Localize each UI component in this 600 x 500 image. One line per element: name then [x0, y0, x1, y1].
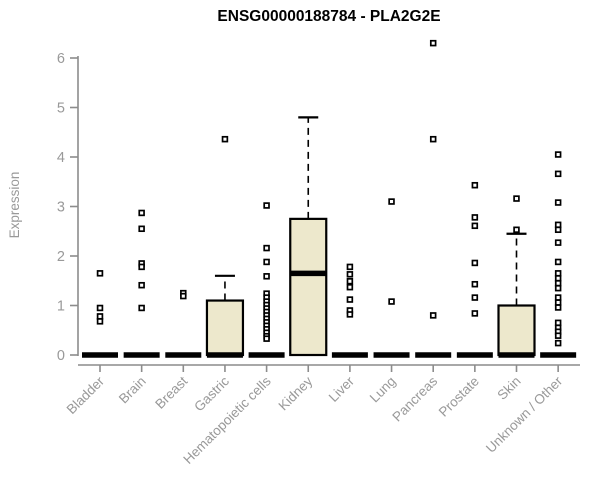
outlier-point — [554, 299, 562, 306]
outlier-point — [554, 332, 562, 339]
outlier-point — [96, 313, 104, 320]
x-tick-label: Brain — [116, 374, 149, 407]
outlier-point — [554, 339, 562, 347]
outlier-point — [429, 39, 437, 47]
box — [497, 304, 536, 357]
x-tick-label: Kidney — [276, 373, 316, 413]
outlier-point — [554, 294, 562, 301]
outlier-point — [263, 258, 270, 266]
outlier-point — [346, 263, 354, 271]
outlier-point — [346, 283, 354, 291]
outlier-point — [471, 214, 479, 221]
x-tick-label: Pancreas — [389, 373, 440, 424]
outlier-point — [554, 284, 562, 292]
x-tick-label: Prostate — [436, 374, 482, 420]
outlier-point — [554, 170, 562, 178]
outlier-point — [138, 304, 145, 312]
outlier-point — [554, 270, 562, 277]
outlier-point — [554, 319, 562, 327]
outlier-point — [388, 298, 395, 305]
outlier-point — [96, 318, 104, 325]
outlier-point — [554, 226, 562, 234]
y-tick-label: 2 — [57, 249, 65, 265]
outlier-point — [346, 296, 354, 303]
outlier-point — [554, 151, 562, 158]
outlier-point — [96, 304, 104, 312]
outlier-point — [263, 244, 270, 252]
outlier-point — [346, 277, 354, 285]
x-tick-label: Bladder — [64, 373, 108, 417]
outlier-point — [471, 222, 479, 230]
outlier-point — [138, 209, 145, 217]
outlier-point — [554, 279, 562, 287]
outlier-point — [554, 199, 562, 206]
x-tick-label: Lung — [367, 374, 399, 406]
x-tick-label: Gastric — [191, 373, 232, 414]
outlier-point — [388, 198, 395, 205]
outlier-point — [513, 226, 520, 234]
outlier-point — [554, 275, 562, 282]
outlier-point — [346, 311, 354, 318]
outlier-point — [471, 294, 479, 301]
outlier-point — [138, 281, 145, 289]
outlier-point — [554, 239, 562, 246]
outlier-point — [96, 270, 104, 277]
outlier-point — [221, 135, 229, 143]
outlier-point — [138, 225, 145, 233]
box — [205, 299, 245, 357]
y-tick-label: 1 — [57, 299, 65, 315]
chart-title: ENSG00000188784 - PLA2G2E — [217, 8, 441, 25]
outlier-point — [513, 195, 520, 202]
outlier-point — [180, 292, 187, 300]
y-tick-label: 5 — [57, 101, 65, 117]
outlier-point — [554, 221, 562, 229]
outlier-point — [554, 258, 562, 266]
x-tick-label: Unknown / Other — [483, 373, 566, 456]
x-tick-label: Breast — [152, 373, 190, 411]
outlier-point — [429, 135, 437, 143]
outlier-point — [263, 335, 270, 342]
outlier-point — [471, 310, 479, 317]
y-tick-label: 4 — [57, 150, 65, 166]
x-tick-label: Liver — [326, 373, 358, 405]
y-tick-label: 6 — [57, 51, 65, 67]
outlier-point — [429, 312, 437, 319]
y-tick-label: 3 — [57, 200, 65, 216]
outlier-point — [263, 202, 270, 209]
outlier-point — [554, 304, 562, 311]
outlier-point — [471, 259, 479, 267]
outlier-point — [346, 271, 354, 278]
x-tick-label: Skin — [494, 374, 523, 403]
outlier-point — [471, 280, 479, 288]
outlier-point — [138, 263, 145, 271]
y-tick-label: 0 — [57, 348, 65, 364]
outlier-point — [263, 273, 270, 280]
outlier-point — [471, 181, 479, 189]
box — [289, 217, 328, 357]
